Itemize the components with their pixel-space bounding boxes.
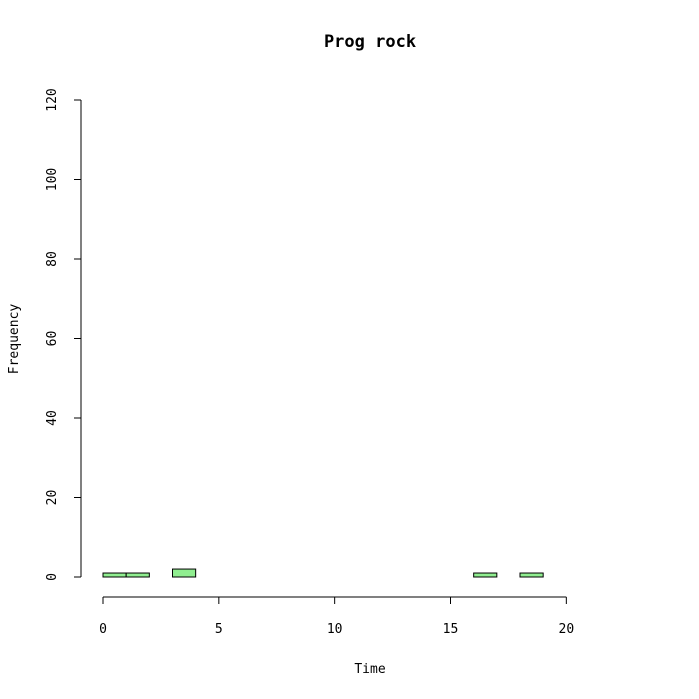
y-tick-label: 120 bbox=[45, 88, 60, 111]
x-tick-label: 0 bbox=[99, 622, 107, 637]
histogram-bar bbox=[473, 572, 498, 578]
x-tick-label: 15 bbox=[443, 622, 459, 637]
y-tick-label: 60 bbox=[45, 331, 60, 347]
y-tick-label: 0 bbox=[45, 573, 60, 581]
y-axis: 0 20 40 60 80 100 120 bbox=[45, 88, 82, 581]
histogram-bar bbox=[102, 572, 127, 578]
y-tick-label: 20 bbox=[45, 490, 60, 506]
y-axis-label: Frequency bbox=[7, 304, 22, 375]
x-tick-label: 5 bbox=[215, 622, 223, 637]
histogram-bar bbox=[519, 572, 544, 578]
x-axis-label: Time bbox=[354, 662, 385, 677]
y-tick-label: 100 bbox=[45, 168, 60, 191]
x-tick-label: 20 bbox=[559, 622, 575, 637]
y-tick-label: 40 bbox=[45, 410, 60, 426]
chart-title: Prog rock bbox=[324, 32, 416, 52]
x-tick-label: 10 bbox=[327, 622, 343, 637]
histogram-bar bbox=[172, 568, 197, 578]
bars-group bbox=[102, 568, 544, 578]
y-tick-label: 80 bbox=[45, 251, 60, 267]
histogram-bar bbox=[125, 572, 150, 578]
x-axis: 0 5 10 15 20 bbox=[99, 596, 575, 637]
